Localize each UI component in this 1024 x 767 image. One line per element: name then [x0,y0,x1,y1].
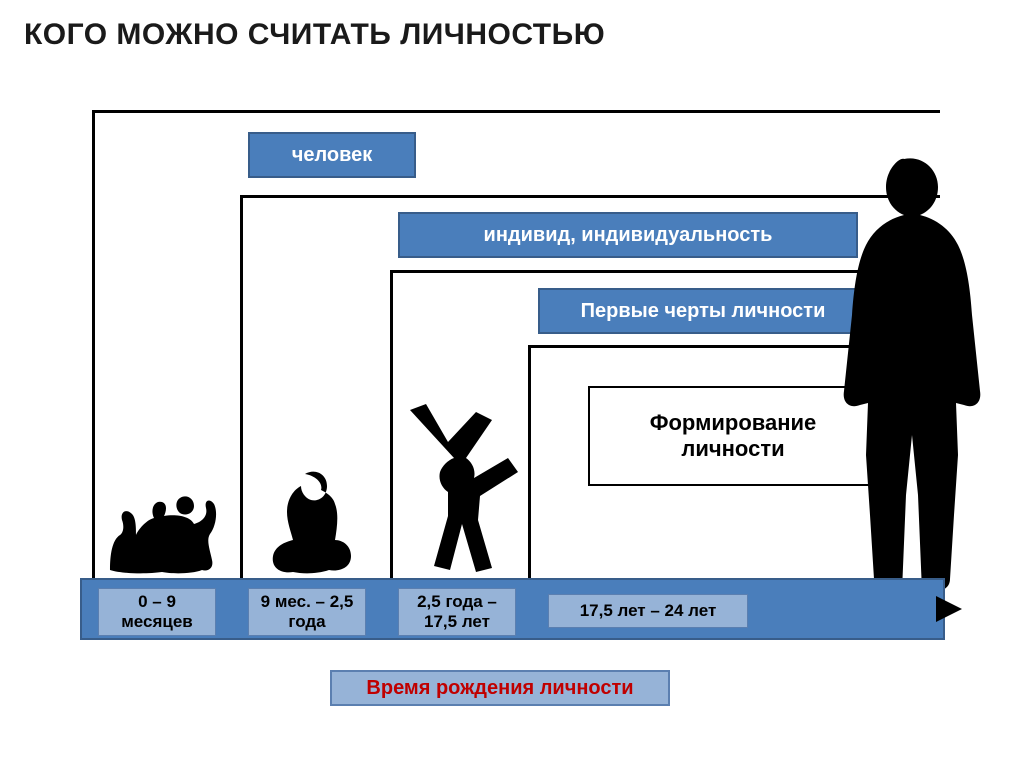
age2-l1: 2,5 года – [417,592,497,612]
bar-individual: индивид, индивидуальность [398,212,858,258]
child-cartwheel-silhouette-icon [400,400,540,575]
age-2-5-17-5: 2,5 года – 17,5 лет [398,588,516,636]
personality-diagram: человек индивид, индивидуальность Первые… [80,100,960,720]
caption-bar: Время рождения личности [330,670,670,706]
age1-l2: года [288,612,325,632]
toddler-silhouette-icon [265,468,360,576]
axis-arrow-icon [936,596,962,622]
age2-l2: 17,5 лет [424,612,490,632]
adult-silhouette-icon [820,155,1000,595]
bar-human: человек [248,132,416,178]
infant-silhouette-icon [102,480,222,575]
age0-l2: месяцев [121,612,193,632]
formation-line1: Формирование [650,410,817,436]
age1-l1: 9 мес. – 2,5 [261,592,354,612]
age0-l1: 0 – 9 [138,592,176,612]
formation-line2: личности [681,436,784,462]
age3-l1: 17,5 лет – 24 лет [580,601,717,621]
page-title: КОГО МОЖНО СЧИТАТЬ ЛИЧНОСТЬЮ [24,18,605,52]
age-0-9: 0 – 9 месяцев [98,588,216,636]
age-9m-2-5: 9 мес. – 2,5 года [248,588,366,636]
age-17-5-24: 17,5 лет – 24 лет [548,594,748,628]
bar-traits: Первые черты личности [538,288,868,334]
